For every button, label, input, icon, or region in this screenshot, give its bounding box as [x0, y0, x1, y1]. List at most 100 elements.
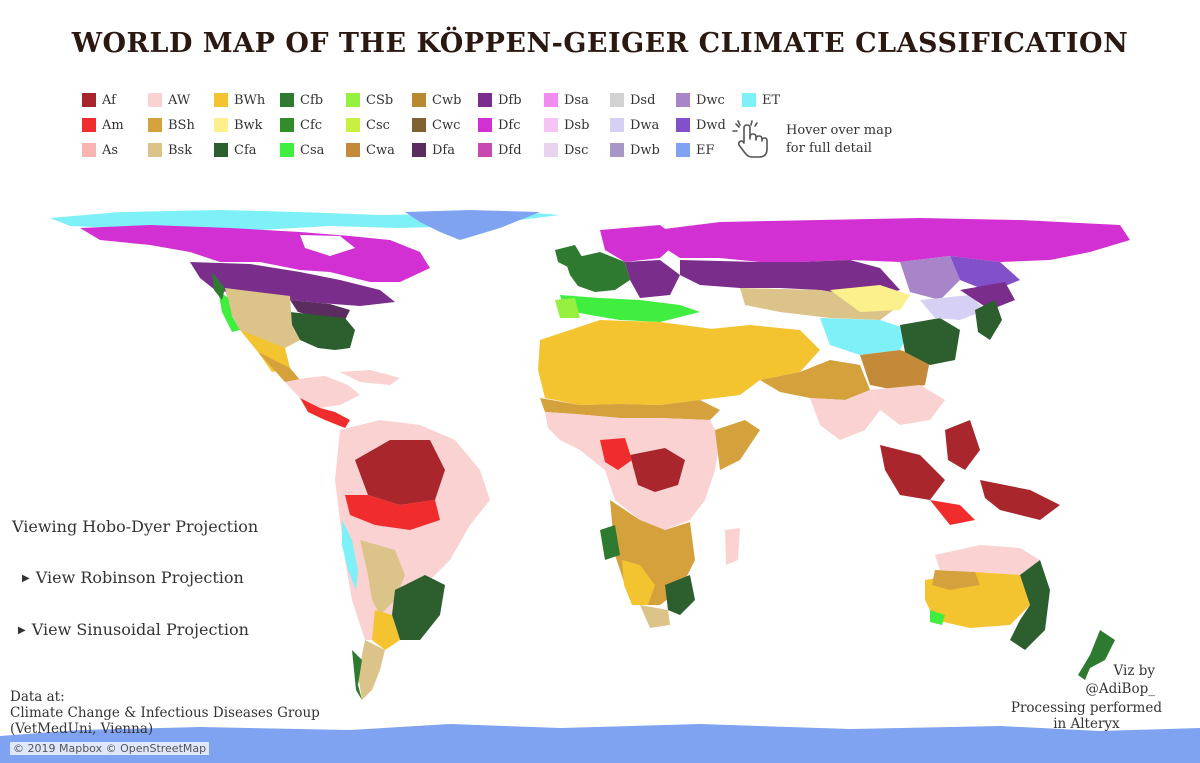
legend-item-dfa: Dfa — [412, 142, 455, 158]
legend-label: Am — [102, 117, 124, 133]
legend-swatch — [478, 143, 492, 157]
legend-label: Dfa — [432, 142, 455, 158]
legend-item-af: Af — [82, 92, 116, 108]
map-title: WORLD MAP OF THE KÖPPEN-GEIGER CLIMATE C… — [71, 28, 1129, 59]
legend-label: Dwc — [696, 92, 725, 108]
pointer-hand-icon — [732, 120, 768, 158]
data-credit-line1: Data at: — [10, 689, 65, 705]
legend-swatch — [478, 93, 492, 107]
legend-label: Bwk — [234, 117, 263, 133]
legend-label: BSh — [168, 117, 195, 133]
europe-region[interactable] — [555, 225, 700, 322]
play-triangle-icon: ▶ — [18, 625, 26, 636]
climate-legend: Af Am As AW BSh Bsk BWh Bwk Cfa Cfb Cfc Csa CSb Csc Cw… — [82, 92, 802, 158]
legend-label: CSb — [366, 92, 394, 108]
map-copyright[interactable]: © 2019 Mapbox © OpenStreetMap — [10, 742, 210, 755]
hover-hint: Hover over map for full detail — [730, 120, 930, 160]
data-credit-line2: Climate Change & Infectious Diseases Gro… — [10, 705, 320, 721]
legend-item-dwc: Dwc — [676, 92, 725, 108]
legend-swatch — [346, 118, 360, 132]
legend-item-cwc: Cwc — [412, 117, 460, 133]
data-credit: Data at: Climate Change & Infectious Dis… — [10, 689, 320, 737]
south-america-region[interactable] — [335, 420, 490, 700]
processing-credit: Processing performed in Alteryx — [1011, 700, 1162, 732]
legend-swatch — [676, 143, 690, 157]
legend-swatch — [544, 93, 558, 107]
legend-swatch — [544, 118, 558, 132]
legend-swatch — [214, 93, 228, 107]
oceania-region[interactable] — [925, 545, 1115, 680]
legend-swatch — [544, 143, 558, 157]
legend-label: AW — [168, 92, 191, 108]
north-america-region[interactable] — [50, 210, 560, 428]
legend-item-cwb: Cwb — [412, 92, 461, 108]
legend-label: Dfd — [498, 142, 522, 158]
legend-swatch — [610, 93, 624, 107]
legend-item-dwd: Dwd — [676, 117, 726, 133]
viz-credit-author: @AdiBop_ — [1085, 681, 1155, 697]
legend-label: Dfb — [498, 92, 522, 108]
legend-item-csa: Csa — [280, 142, 324, 158]
view-robinson-label: View Robinson Projection — [35, 568, 244, 587]
legend-label: Dsa — [564, 92, 589, 108]
legend-item-dfc: Dfc — [478, 117, 521, 133]
legend-label: Dwb — [630, 142, 660, 158]
legend-swatch — [82, 143, 96, 157]
viz-credit-line1: Viz by — [1113, 663, 1155, 679]
legend-label: Af — [102, 92, 116, 108]
legend-swatch — [610, 118, 624, 132]
legend-item-bwh: BWh — [214, 92, 265, 108]
antarctica-region[interactable] — [0, 724, 1200, 763]
legend-item-cwa: Cwa — [346, 142, 395, 158]
legend-swatch — [214, 118, 228, 132]
legend-item-cfb: Cfb — [280, 92, 323, 108]
legend-swatch — [610, 143, 624, 157]
legend-item-dsd: Dsd — [610, 92, 655, 108]
legend-label: As — [102, 142, 119, 158]
legend-swatch — [676, 93, 690, 107]
legend-label: ET — [762, 92, 781, 108]
legend-item-csc: Csc — [346, 117, 390, 133]
legend-label: Dwa — [630, 117, 660, 133]
legend-item-bsk: Bsk — [148, 142, 192, 158]
legend-label: Cfc — [300, 117, 323, 133]
legend-label: Dfc — [498, 117, 521, 133]
hover-hint-line1: Hover over map — [786, 123, 893, 138]
legend-item-am: Am — [82, 117, 124, 133]
legend-item-cfc: Cfc — [280, 117, 322, 133]
legend-item-dsc: Dsc — [544, 142, 588, 158]
play-triangle-icon: ▶ — [22, 573, 30, 584]
legend-label: Cwb — [432, 92, 462, 108]
legend-swatch — [148, 143, 162, 157]
view-sinusoidal-label: View Sinusoidal Projection — [31, 620, 249, 639]
legend-item-aw: AW — [148, 92, 190, 108]
legend-item-dwb: Dwb — [610, 142, 660, 158]
legend-label: Bsk — [168, 142, 193, 158]
africa-region[interactable] — [538, 320, 760, 628]
legend-item-as: As — [82, 142, 118, 158]
legend-item-ef: EF — [676, 142, 715, 158]
legend-swatch — [148, 93, 162, 107]
legend-swatch — [280, 143, 294, 157]
current-projection-label: Viewing Hobo-Dyer Projection — [12, 517, 259, 536]
legend-label: BWh — [234, 92, 266, 108]
legend-swatch — [676, 118, 690, 132]
world-climate-map[interactable] — [0, 200, 1200, 763]
legend-item-dfb: Dfb — [478, 92, 522, 108]
legend-item-bwk: Bwk — [214, 117, 263, 133]
view-sinusoidal-link[interactable]: ▶ View Sinusoidal Projection — [18, 620, 249, 639]
view-robinson-link[interactable]: ▶ View Robinson Projection — [22, 568, 244, 587]
legend-label: Cfb — [300, 92, 324, 108]
legend-label: Cwc — [432, 117, 461, 133]
asia-region[interactable] — [640, 218, 1130, 525]
legend-label: Dwd — [696, 117, 726, 133]
legend-label: Cfa — [234, 142, 257, 158]
legend-item-csb: CSb — [346, 92, 393, 108]
legend-item-et: ET — [742, 92, 780, 108]
legend-label: Dsd — [630, 92, 656, 108]
legend-item-dsb: Dsb — [544, 117, 589, 133]
legend-label: Csc — [366, 117, 390, 133]
legend-swatch — [742, 93, 756, 107]
viz-credit: Viz by @AdiBop_ — [1085, 662, 1155, 698]
legend-swatch — [280, 118, 294, 132]
